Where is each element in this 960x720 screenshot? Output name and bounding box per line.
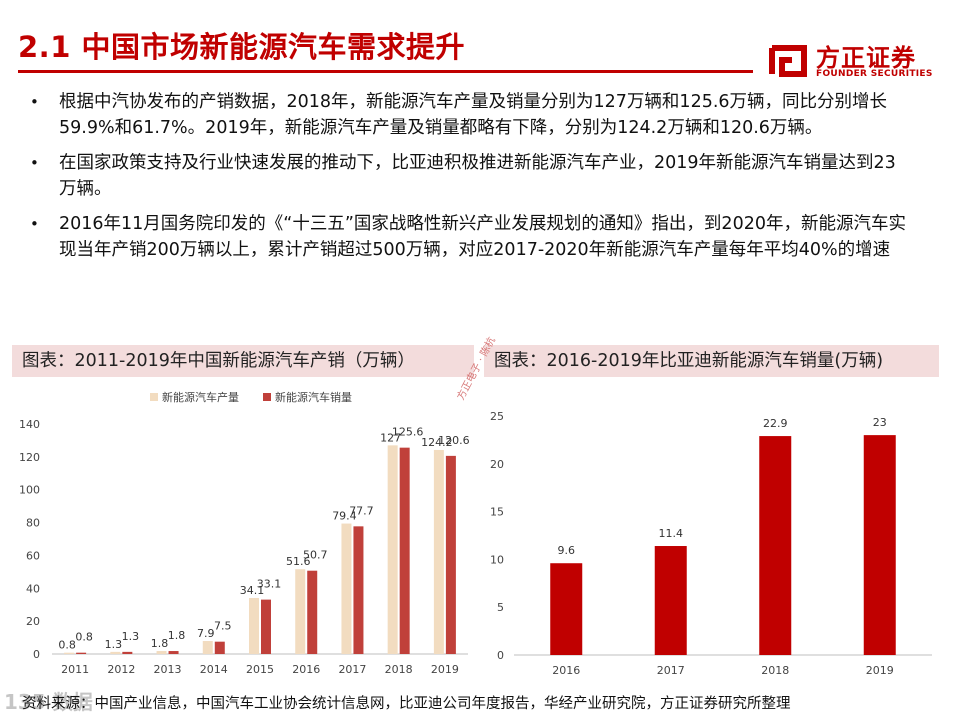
data-label: 11.4 bbox=[659, 527, 684, 540]
y-tick-label: 0 bbox=[33, 648, 40, 661]
page-title: 2.1 中国市场新能源汽车需求提升 bbox=[18, 30, 465, 64]
y-tick-label: 20 bbox=[490, 458, 504, 471]
y-tick-label: 5 bbox=[497, 601, 504, 614]
y-tick-label: 40 bbox=[26, 582, 40, 595]
y-tick-label: 10 bbox=[490, 553, 504, 566]
x-tick-label: 2016 bbox=[292, 663, 320, 676]
data-label: 79.4 bbox=[332, 510, 357, 523]
data-label: 120.6 bbox=[438, 434, 470, 447]
bar-byd-sales bbox=[863, 435, 896, 655]
y-tick-label: 120 bbox=[19, 451, 40, 464]
bar-production bbox=[295, 569, 306, 654]
data-label: 1.8 bbox=[151, 637, 169, 650]
x-tick-label: 2012 bbox=[107, 663, 135, 676]
x-tick-label: 2013 bbox=[154, 663, 182, 676]
founder-logo-icon bbox=[769, 45, 807, 77]
data-label: 51.6 bbox=[286, 555, 311, 568]
data-label: 125.6 bbox=[392, 426, 424, 439]
x-tick-label: 2016 bbox=[552, 664, 580, 677]
bar-sales bbox=[122, 651, 133, 654]
x-tick-label: 2017 bbox=[657, 664, 685, 677]
y-tick-label: 15 bbox=[490, 506, 504, 519]
data-label: 1.8 bbox=[168, 629, 186, 642]
data-label: 7.5 bbox=[214, 620, 232, 633]
legend-label: 新能源汽车销量 bbox=[275, 390, 352, 404]
bullet-dot-icon: • bbox=[30, 215, 39, 233]
logo-en-text: FOUNDER SECURITIES bbox=[816, 69, 933, 79]
data-label: 77.7 bbox=[349, 504, 374, 517]
y-tick-label: 140 bbox=[19, 418, 40, 431]
left-chart-title: 图表：2011-2019年中国新能源汽车产销（万辆） bbox=[12, 345, 474, 377]
founder-logo: 方正证券 FOUNDER SECURITIES bbox=[768, 38, 943, 82]
bar-production bbox=[341, 523, 352, 654]
bullet-text: 在国家政策支持及行业快速发展的推动下，比亚迪积极推进新能源汽车产业，2019年新… bbox=[59, 153, 896, 199]
bar-sales bbox=[214, 641, 225, 654]
x-tick-label: 2015 bbox=[246, 663, 274, 676]
legend-swatch bbox=[150, 393, 158, 401]
bullet-item: • 根据中汽协发布的产销数据，2018年，新能源汽车产量及销量分别为127万辆和1… bbox=[28, 89, 908, 141]
bullet-list: • 根据中汽协发布的产销数据，2018年，新能源汽车产量及销量分别为127万辆和1… bbox=[28, 89, 908, 272]
data-label: 127 bbox=[380, 431, 401, 444]
data-label: 0.8 bbox=[58, 639, 76, 652]
watermark: 135 数据 bbox=[4, 690, 93, 714]
y-tick-label: 0 bbox=[497, 649, 504, 662]
data-label: 7.9 bbox=[197, 627, 215, 640]
bar-production bbox=[387, 445, 398, 654]
bar-sales bbox=[445, 455, 456, 654]
bullet-item: • 2016年11月国务院印发的《“十三五”国家战略性新兴产业发展规划的通知》指出… bbox=[28, 211, 908, 263]
data-label: 33.1 bbox=[257, 578, 282, 591]
x-tick-label: 2018 bbox=[761, 664, 789, 677]
x-tick-label: 2014 bbox=[200, 663, 228, 676]
bar-production bbox=[110, 651, 121, 654]
data-label: 23 bbox=[873, 416, 887, 429]
source-note: 资料来源：中国产业信息，中国汽车工业协会统计信息网，比亚迪公司年度报告，华经产业… bbox=[22, 696, 791, 712]
bullet-item: • 在国家政策支持及行业快速发展的推动下，比亚迪积极推进新能源汽车产业，2019年… bbox=[28, 150, 908, 202]
bar-production bbox=[156, 651, 167, 654]
bar-production bbox=[202, 641, 213, 654]
x-tick-label: 2019 bbox=[431, 663, 459, 676]
bar-sales bbox=[399, 447, 410, 654]
data-label: 1.3 bbox=[105, 638, 123, 651]
bar-sales bbox=[353, 526, 364, 654]
data-label: 34.1 bbox=[240, 584, 265, 597]
bar-production bbox=[249, 597, 259, 654]
bullet-dot-icon: • bbox=[30, 154, 39, 172]
x-tick-label: 2019 bbox=[866, 664, 894, 677]
x-tick-label: 2018 bbox=[385, 663, 413, 676]
data-label: 0.8 bbox=[75, 631, 93, 644]
logo-cn-text: 方正证券 bbox=[816, 44, 916, 72]
x-tick-label: 2011 bbox=[61, 663, 89, 676]
bar-sales bbox=[307, 570, 318, 654]
y-tick-label: 100 bbox=[19, 484, 40, 497]
data-label: 124.2 bbox=[421, 436, 453, 449]
bar-sales bbox=[76, 652, 87, 654]
legend-label: 新能源汽车产量 bbox=[162, 390, 239, 404]
bar-production bbox=[64, 652, 75, 654]
right-chart-title: 图表：2016-2019年比亚迪新能源汽车销量(万辆) bbox=[484, 345, 939, 377]
bar-sales bbox=[261, 599, 271, 654]
bar-byd-sales bbox=[654, 546, 687, 655]
nev-production-sales-chart: 新能源汽车产量 新能源汽车销量 0 20 40 60 80 100 120 140 2011 0.80… bbox=[19, 390, 470, 676]
legend-swatch bbox=[263, 393, 271, 401]
byd-nev-sales-chart: 0 5 10 15 20 25 9.6 2016 11.4 2017 22.9 2018 23 2019 bbox=[490, 410, 932, 677]
data-label: 50.7 bbox=[303, 549, 328, 562]
bullet-text: 根据中汽协发布的产销数据，2018年，新能源汽车产量及销量分别为127万辆和12… bbox=[59, 92, 888, 138]
bar-production bbox=[433, 449, 444, 654]
y-tick-label: 60 bbox=[26, 549, 40, 562]
bullet-text: 2016年11月国务院印发的《“十三五”国家战略性新兴产业发展规划的通知》指出，… bbox=[59, 214, 906, 260]
y-tick-label: 25 bbox=[490, 410, 504, 423]
bar-byd-sales bbox=[550, 563, 583, 655]
bar-sales bbox=[168, 651, 179, 654]
data-label: 9.6 bbox=[558, 544, 576, 557]
x-tick-label: 2017 bbox=[338, 663, 366, 676]
bullet-dot-icon: • bbox=[30, 93, 39, 111]
title-rule bbox=[18, 70, 753, 73]
y-tick-label: 80 bbox=[26, 517, 40, 530]
data-label: 1.3 bbox=[122, 630, 140, 643]
y-tick-label: 20 bbox=[26, 615, 40, 628]
data-label: 22.9 bbox=[763, 417, 788, 430]
bar-byd-sales bbox=[759, 436, 792, 655]
